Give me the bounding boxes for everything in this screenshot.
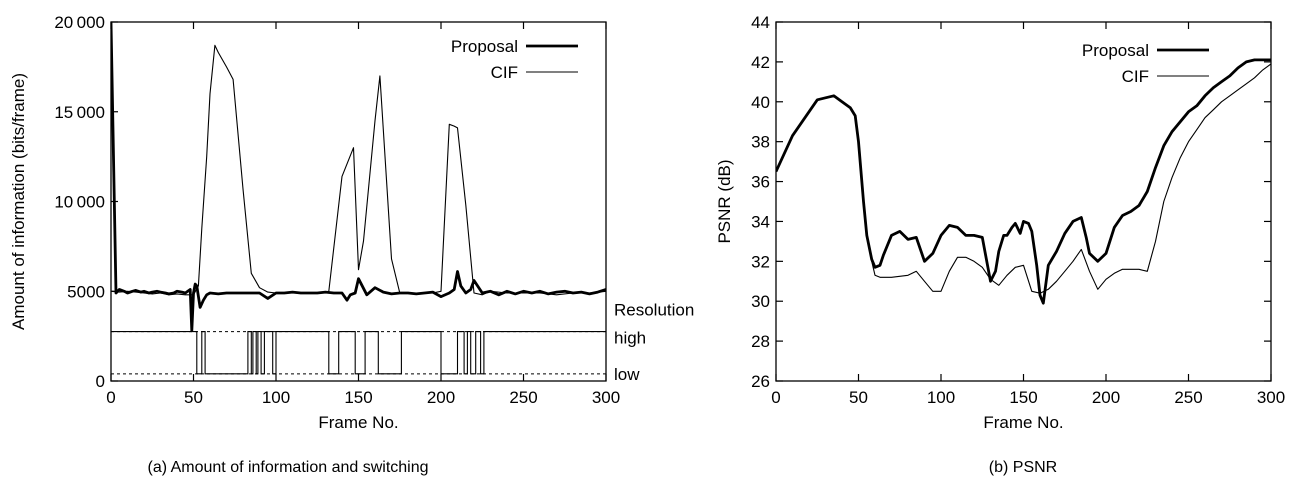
y-tick-label: 34 [751,212,770,231]
chart-a-caption: (a) Amount of information and switching [147,459,428,476]
legend-label-proposal: Proposal [451,37,518,56]
x-axis-label: Frame No. [318,413,398,432]
series-line-cif [111,44,606,296]
x-tick-label: 0 [771,388,780,407]
x-tick-label: 100 [262,388,290,407]
resolution-high-label: high [614,329,646,348]
x-tick-label: 200 [427,388,455,407]
x-axis-label: Frame No. [983,413,1063,432]
y-axis-label: Amount of information (bits/frame) [9,73,28,330]
x-tick-label: 300 [1257,388,1285,407]
chart-b-psnr: 0 50 100 150 200 250 300 26 28 30 32 34 36 38 40 42 44 Fr… [715,13,1285,432]
resolution-low-label: low [614,365,640,384]
y-tick-label: 20 000 [54,13,105,32]
y-tick-label: 10 000 [54,193,105,212]
x-tick-label: 50 [184,388,203,407]
x-tick-label: 250 [509,388,537,407]
y-axis-label: PSNR (dB) [715,159,734,243]
resolution-switching-line [111,331,606,375]
x-tick-label: 250 [1174,388,1202,407]
x-tick-label: 0 [106,388,115,407]
x-tick-label: 300 [592,388,620,407]
y-tick-label: 44 [751,13,770,32]
y-tick-label: 26 [751,372,770,391]
legend-label-cif: CIF [1122,67,1149,86]
series-line-proposal [111,22,606,333]
chart-a-amount-of-information: 0 50 100 150 200 250 300 0 5000 10 000 15 000 20 00… [9,13,694,432]
y-tick-label: 0 [96,372,105,391]
y-tick-label: 28 [751,332,770,351]
legend-label-cif: CIF [491,63,518,82]
y-tick-label: 42 [751,53,770,72]
x-tick-label: 200 [1092,388,1120,407]
series-line-cif [776,63,1271,294]
plot-frame [110,21,607,382]
resolution-title: Resolution [614,301,694,320]
x-tick-label: 50 [849,388,868,407]
chart-b-caption: (b) PSNR [989,459,1057,476]
x-tick-label: 150 [344,388,372,407]
y-tick-label: 32 [751,252,770,271]
y-tick-label: 5000 [67,282,105,301]
y-tick-label: 36 [751,173,770,192]
x-tick-label: 150 [1009,388,1037,407]
y-tick-label: 40 [751,93,770,112]
y-tick-label: 30 [751,292,770,311]
y-tick-label: 38 [751,133,770,152]
y-tick-label: 15 000 [54,103,105,122]
legend-label-proposal: Proposal [1082,41,1149,60]
x-tick-label: 100 [927,388,955,407]
